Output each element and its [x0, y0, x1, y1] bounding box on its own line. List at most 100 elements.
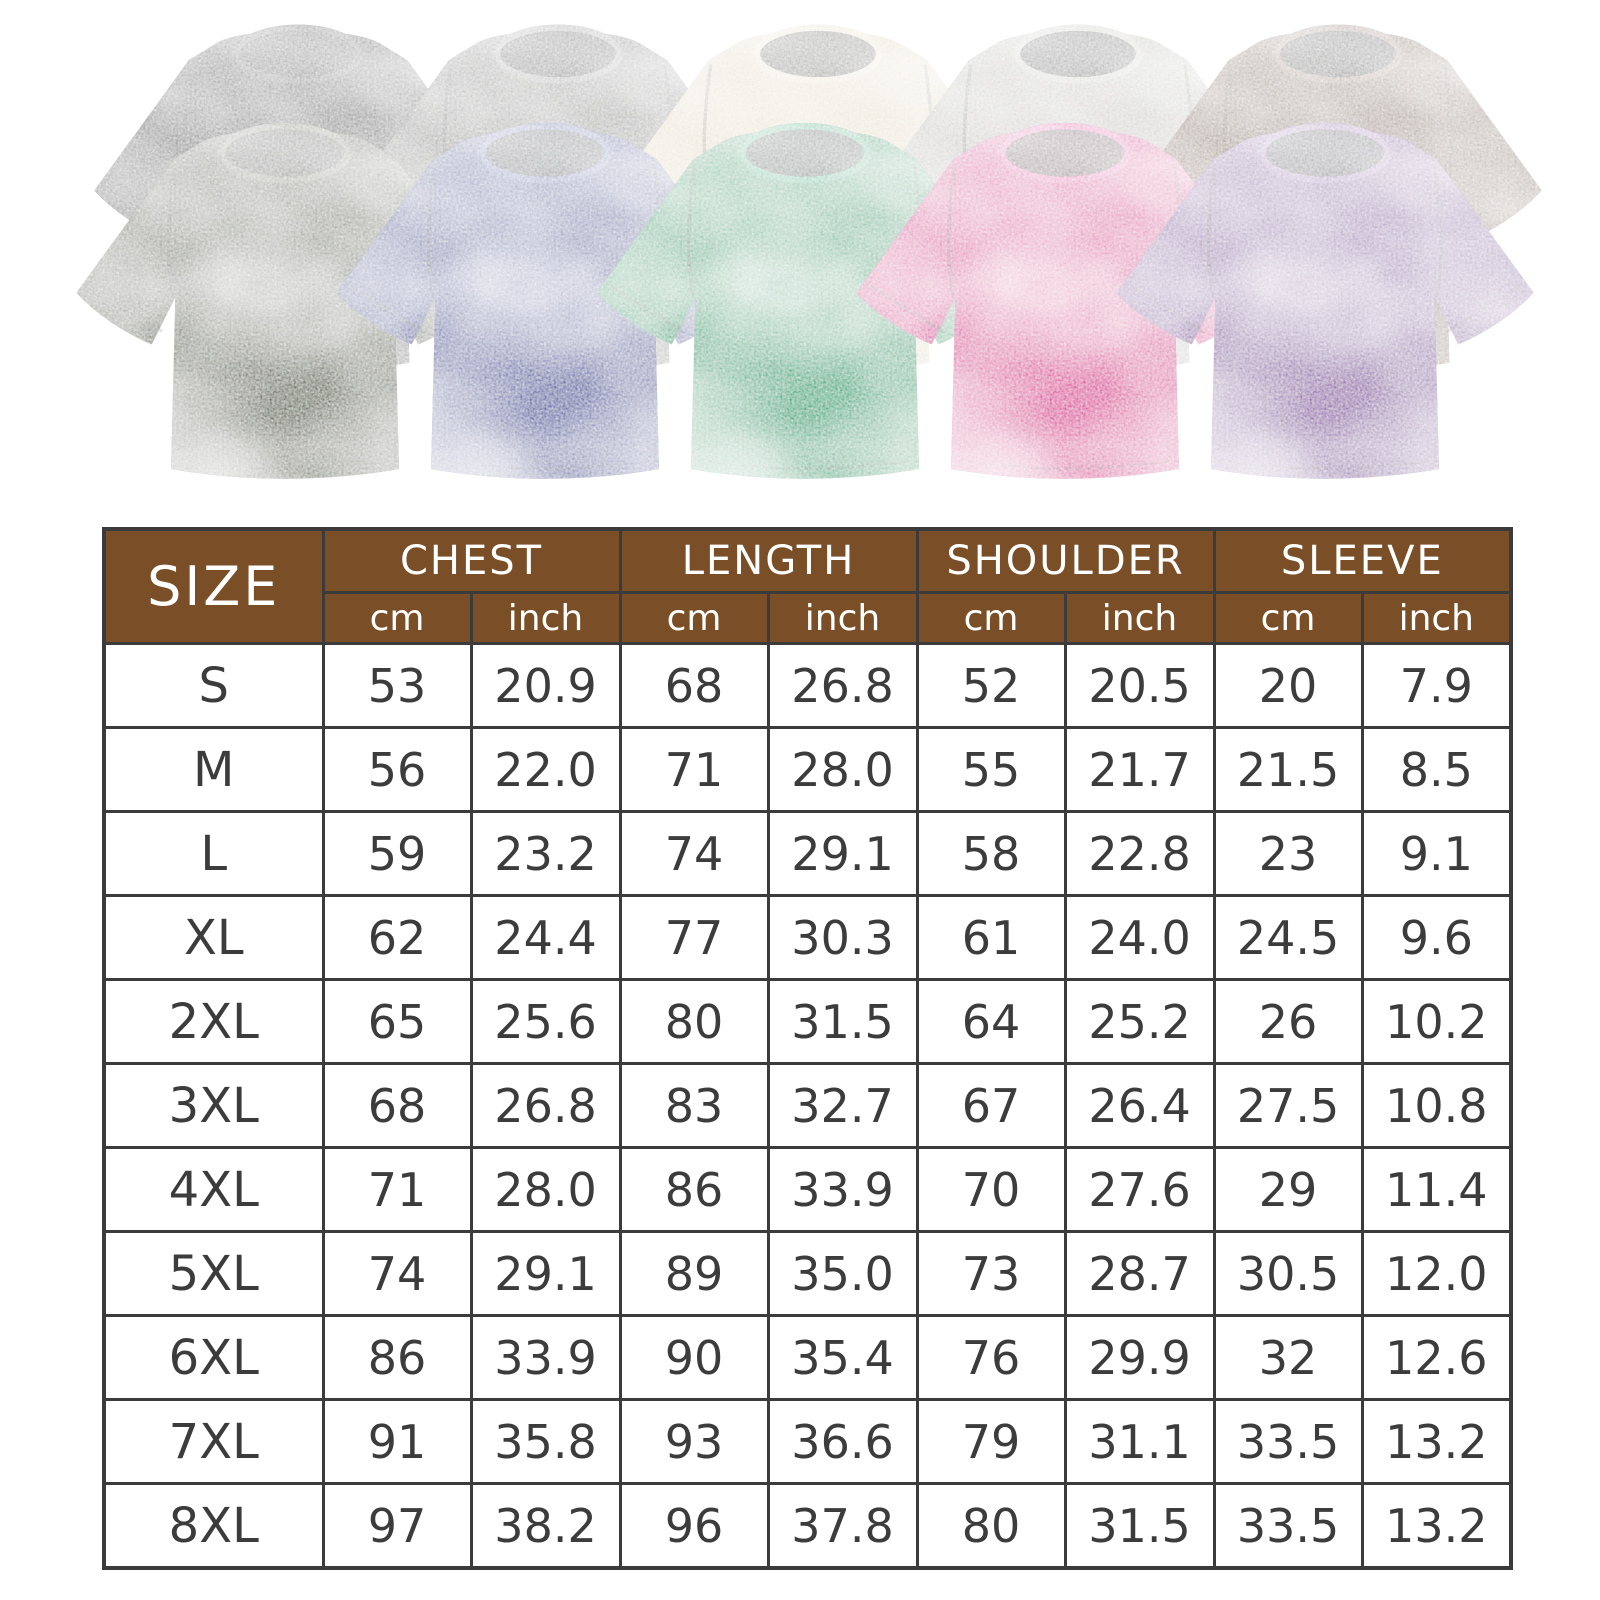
- table-cell: 77: [618, 894, 770, 981]
- table-cell: 27.5: [1212, 1062, 1364, 1149]
- table-cell: 55: [915, 726, 1067, 813]
- table-cell: 24.0: [1063, 894, 1216, 981]
- table-cell: 68: [618, 642, 770, 729]
- table-cell: 8.5: [1360, 726, 1513, 813]
- table-cell: 80: [915, 1482, 1067, 1570]
- table-cell: 73: [915, 1230, 1067, 1317]
- table-cell: 62: [321, 894, 473, 981]
- table-row: 7XL 91 35.8 93 36.6 79 31.1 33.5 13.2: [102, 1398, 1513, 1485]
- table-cell: 12.0: [1360, 1230, 1513, 1317]
- table-cell: 59: [321, 810, 473, 897]
- table-cell: 10.2: [1360, 978, 1513, 1065]
- size-label: 8XL: [102, 1482, 325, 1570]
- size-label: M: [102, 726, 325, 813]
- table-cell: 32: [1212, 1314, 1364, 1401]
- table-cell: 56: [321, 726, 473, 813]
- table-row: L 59 23.2 74 29.1 58 22.8 23 9.1: [102, 810, 1513, 897]
- table-cell: 22.0: [469, 726, 622, 813]
- table-row: 8XL 97 38.2 96 37.8 80 31.5 33.5 13.2: [102, 1482, 1513, 1570]
- table-cell: 90: [618, 1314, 770, 1401]
- table-cell: 27.6: [1063, 1146, 1216, 1233]
- unit-header-sleeve-inch: inch: [1361, 591, 1513, 645]
- size-label: 7XL: [102, 1398, 325, 1485]
- table-cell: 25.2: [1063, 978, 1216, 1065]
- unit-header-chest-cm: cm: [321, 591, 473, 645]
- table-cell: 7.9: [1360, 642, 1513, 729]
- table-cell: 26.4: [1063, 1062, 1216, 1149]
- table-cell: 13.2: [1360, 1398, 1513, 1485]
- table-cell: 33.9: [766, 1146, 919, 1233]
- table-cell: 61: [915, 894, 1067, 981]
- size-label: 2XL: [102, 978, 325, 1065]
- table-cell: 67: [915, 1062, 1067, 1149]
- table-row: 5XL 74 29.1 89 35.0 73 28.7 30.5 12.0: [102, 1230, 1513, 1317]
- tshirt-purple: [1110, 110, 1540, 488]
- column-header-size: SIZE: [102, 527, 325, 645]
- unit-header-length-cm: cm: [618, 591, 770, 645]
- table-cell: 24.5: [1212, 894, 1364, 981]
- table-cell: 31.5: [1063, 1482, 1216, 1570]
- table-cell: 29.1: [766, 810, 919, 897]
- unit-header-shoulder-cm: cm: [915, 591, 1067, 645]
- table-cell: 29: [1212, 1146, 1364, 1233]
- tshirt-army-green: [70, 110, 500, 488]
- column-header-length: LENGTH: [618, 527, 919, 594]
- table-cell: 31.5: [766, 978, 919, 1065]
- table-cell: 22.8: [1063, 810, 1216, 897]
- table-cell: 93: [618, 1398, 770, 1485]
- table-cell: 28.0: [469, 1146, 622, 1233]
- table-cell: 9.1: [1360, 810, 1513, 897]
- table-cell: 86: [321, 1314, 473, 1401]
- table-cell: 36.6: [766, 1398, 919, 1485]
- size-table-body: S 53 20.9 68 26.8 52 20.5 20 7.9 M 56 22.0 71 28.0 55 2…: [102, 642, 1513, 1570]
- table-cell: 33.9: [469, 1314, 622, 1401]
- table-cell: 86: [618, 1146, 770, 1233]
- table-cell: 97: [321, 1482, 473, 1570]
- unit-header-chest-inch: inch: [469, 591, 622, 645]
- table-cell: 68: [321, 1062, 473, 1149]
- size-label: 4XL: [102, 1146, 325, 1233]
- table-cell: 89: [618, 1230, 770, 1317]
- table-cell: 29.1: [469, 1230, 622, 1317]
- table-cell: 53: [321, 642, 473, 729]
- table-row: 6XL 86 33.9 90 35.4 76 29.9 32 12.6: [102, 1314, 1513, 1401]
- table-cell: 91: [321, 1398, 473, 1485]
- table-row: S 53 20.9 68 26.8 52 20.5 20 7.9: [102, 642, 1513, 729]
- table-cell: 28.0: [766, 726, 919, 813]
- tshirt-collage: [0, 0, 1600, 515]
- table-cell: 52: [915, 642, 1067, 729]
- table-cell: 20: [1212, 642, 1364, 729]
- table-cell: 24.4: [469, 894, 622, 981]
- table-cell: 80: [618, 978, 770, 1065]
- tshirt-blue: [330, 110, 760, 488]
- table-cell: 33.5: [1212, 1482, 1364, 1570]
- table-row: 4XL 71 28.0 86 33.9 70 27.6 29 11.4: [102, 1146, 1513, 1233]
- size-label: S: [102, 642, 325, 729]
- table-row: M 56 22.0 71 28.0 55 21.7 21.5 8.5: [102, 726, 1513, 813]
- table-cell: 11.4: [1360, 1146, 1513, 1233]
- table-cell: 28.7: [1063, 1230, 1216, 1317]
- table-cell: 70: [915, 1146, 1067, 1233]
- table-cell: 25.6: [469, 978, 622, 1065]
- unit-header-length-inch: inch: [767, 591, 919, 645]
- table-cell: 29.9: [1063, 1314, 1216, 1401]
- table-cell: 35.0: [766, 1230, 919, 1317]
- size-label: 5XL: [102, 1230, 325, 1317]
- table-cell: 9.6: [1360, 894, 1513, 981]
- column-header-shoulder: SHOULDER: [915, 527, 1216, 594]
- table-cell: 96: [618, 1482, 770, 1570]
- table-cell: 32.7: [766, 1062, 919, 1149]
- table-cell: 13.2: [1360, 1482, 1513, 1570]
- size-label: 6XL: [102, 1314, 325, 1401]
- table-cell: 21.7: [1063, 726, 1216, 813]
- table-cell: 10.8: [1360, 1062, 1513, 1149]
- table-cell: 30.5: [1212, 1230, 1364, 1317]
- table-cell: 30.3: [766, 894, 919, 981]
- table-cell: 23.2: [469, 810, 622, 897]
- table-cell: 31.1: [1063, 1398, 1216, 1485]
- size-label: L: [102, 810, 325, 897]
- size-label: XL: [102, 894, 325, 981]
- unit-header-shoulder-inch: inch: [1064, 591, 1216, 645]
- table-cell: 74: [321, 1230, 473, 1317]
